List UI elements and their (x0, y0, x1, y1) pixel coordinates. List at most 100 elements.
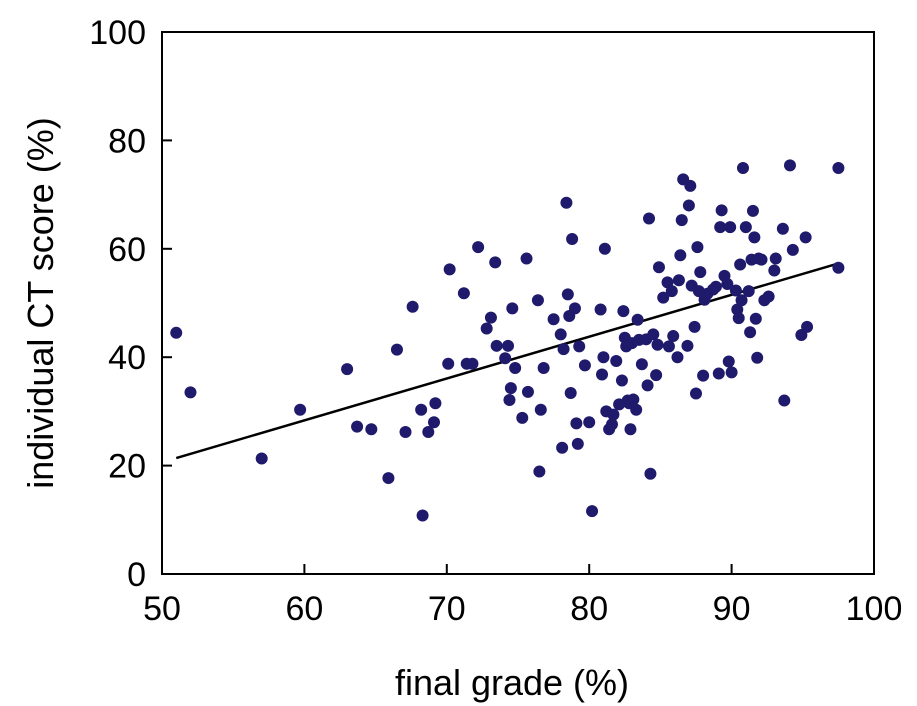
data-point (671, 351, 684, 364)
data-point (744, 326, 757, 339)
data-point (768, 264, 781, 277)
data-point (442, 357, 455, 370)
data-point (714, 221, 727, 234)
data-point (255, 452, 268, 465)
data-point (170, 326, 183, 339)
data-point (799, 231, 812, 244)
data-point (662, 340, 675, 353)
data-point (534, 403, 547, 416)
data-point (652, 261, 665, 274)
y-tick-label: 80 (108, 122, 146, 160)
data-point (776, 222, 789, 235)
data-point (657, 291, 670, 304)
data-point (596, 368, 609, 381)
data-point (560, 196, 573, 209)
data-point (690, 387, 702, 400)
data-point (734, 258, 747, 271)
data-points (170, 159, 845, 522)
data-point (736, 162, 749, 175)
x-tick-label: 100 (846, 590, 903, 628)
data-point (729, 284, 742, 297)
data-point (715, 204, 728, 217)
data-point (351, 420, 364, 433)
data-point (667, 330, 680, 343)
data-point (537, 362, 550, 375)
data-point (184, 386, 197, 399)
data-point (516, 411, 529, 424)
data-point (643, 212, 656, 225)
data-point (735, 294, 748, 307)
data-point (769, 252, 782, 265)
data-point (294, 403, 307, 416)
data-point (684, 179, 697, 192)
data-point (674, 249, 687, 262)
data-point (832, 162, 845, 175)
data-point (783, 159, 796, 172)
data-point (570, 417, 583, 430)
data-point (832, 261, 845, 274)
data-point (399, 425, 412, 438)
data-point (624, 423, 637, 436)
data-point (724, 221, 737, 234)
data-point (647, 328, 660, 341)
data-point (480, 322, 493, 335)
data-point (561, 288, 574, 301)
data-point (665, 285, 678, 298)
x-tick-label: 60 (285, 590, 323, 628)
data-point (554, 328, 567, 341)
data-point (697, 369, 710, 382)
x-axis-label: final grade (%) (395, 662, 629, 703)
data-point (490, 339, 503, 352)
data-point (502, 339, 515, 352)
data-point (406, 300, 419, 313)
data-point (615, 374, 628, 387)
data-point (566, 233, 579, 246)
x-tick-label: 50 (143, 590, 181, 628)
data-point (746, 204, 759, 217)
data-point (732, 312, 745, 325)
data-point (594, 303, 607, 316)
y-tick-label: 60 (108, 231, 146, 269)
data-point (557, 343, 570, 356)
y-axis-label: individual CT score (%) (20, 117, 61, 488)
data-point (755, 253, 768, 266)
data-point (778, 394, 791, 407)
data-point (651, 338, 664, 351)
y-axis-ticks: 0 20 40 60 80 100 (89, 14, 172, 594)
data-point (521, 385, 534, 398)
data-point (630, 403, 643, 416)
data-point (597, 351, 610, 364)
data-point (429, 397, 442, 410)
data-point (762, 290, 775, 303)
data-point (617, 305, 630, 318)
y-tick-label: 40 (108, 339, 146, 377)
data-point (578, 359, 591, 372)
y-tick-label: 0 (127, 556, 146, 594)
data-point (644, 467, 657, 480)
data-point (721, 278, 734, 291)
data-point (547, 313, 560, 326)
data-point (742, 285, 755, 298)
data-point (416, 509, 429, 522)
data-point (691, 241, 704, 254)
data-point (489, 256, 502, 269)
data-point (586, 505, 599, 518)
data-point (605, 418, 618, 431)
data-point (688, 320, 701, 333)
data-point (573, 340, 586, 353)
data-point (341, 363, 354, 376)
data-point (751, 351, 764, 364)
data-point (571, 437, 584, 450)
data-point (725, 366, 738, 379)
data-point (503, 394, 516, 407)
data-point (712, 367, 725, 380)
data-point (675, 214, 688, 227)
data-point (506, 302, 519, 315)
data-point (531, 294, 544, 307)
data-point (533, 465, 546, 478)
data-point (466, 357, 479, 370)
data-point (694, 266, 707, 279)
data-point (390, 343, 403, 356)
x-tick-label: 80 (570, 590, 608, 628)
data-point (748, 231, 761, 244)
